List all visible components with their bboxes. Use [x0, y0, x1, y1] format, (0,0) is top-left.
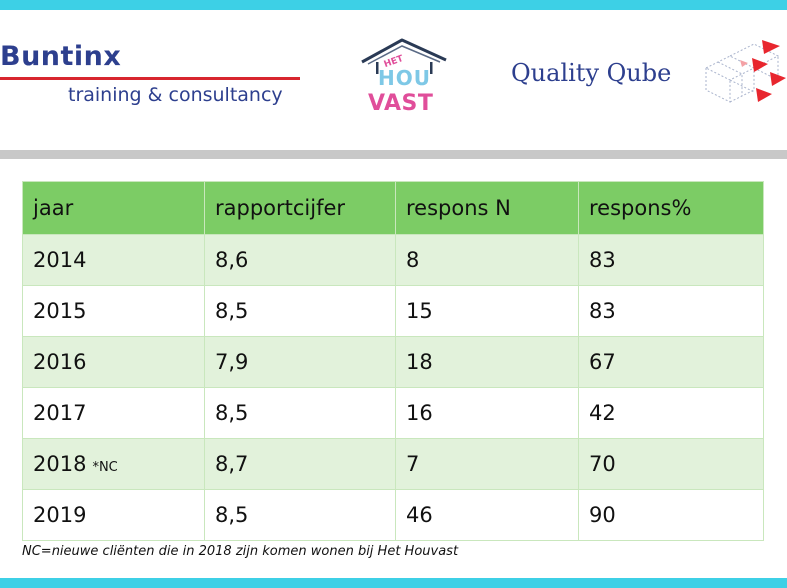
- header-rapportcijfer: rapportcijfer: [204, 181, 396, 235]
- houvast-logo-hou: HOU: [378, 66, 431, 90]
- cell-respons-pct: 42: [578, 387, 764, 439]
- nc-footnote-mark: *NC: [92, 460, 118, 475]
- header-respons-pct: respons%: [578, 181, 764, 235]
- cell-respons-n: 8: [395, 234, 579, 286]
- table-row: 2019 8,5 46 90: [22, 489, 764, 541]
- cell-jaar-value: 2014: [33, 248, 87, 272]
- cell-jaar: 2014: [22, 234, 205, 286]
- cell-respons-pct: 90: [578, 489, 764, 541]
- cell-rapportcijfer: 8,5: [204, 387, 396, 439]
- cell-rapportcijfer: 8,6: [204, 234, 396, 286]
- cell-jaar: 2015: [22, 285, 205, 337]
- quality-qube-logo-name: Quality Qube: [511, 59, 672, 87]
- cell-respons-pct: 67: [578, 336, 764, 388]
- houvast-roof-icon: [361, 38, 447, 74]
- header-jaar: jaar: [22, 181, 205, 235]
- buntinx-logo-underline: [0, 77, 300, 80]
- table-row: 2014 8,6 8 83: [22, 234, 764, 286]
- cell-respons-pct: 83: [578, 285, 764, 337]
- cell-respons-n: 46: [395, 489, 579, 541]
- top-accent-band: [0, 0, 787, 10]
- cell-jaar-value: 2016: [33, 350, 87, 374]
- gray-divider-band: [0, 150, 787, 159]
- quality-qube-cube-icon: [704, 40, 786, 103]
- buntinx-logo-name: Buntinx: [0, 41, 122, 72]
- table-row: 2017 8,5 16 42: [22, 387, 764, 439]
- cell-respons-n: 18: [395, 336, 579, 388]
- table-header-row: jaar rapportcijfer respons N respons%: [22, 181, 764, 235]
- cell-rapportcijfer: 8,5: [204, 489, 396, 541]
- table-row: 2016 7,9 18 67: [22, 336, 764, 388]
- bottom-accent-band: [0, 578, 787, 588]
- cell-jaar: 2016: [22, 336, 205, 388]
- cell-rapportcijfer: 7,9: [204, 336, 396, 388]
- cell-respons-pct: 83: [578, 234, 764, 286]
- cell-respons-n: 15: [395, 285, 579, 337]
- houvast-logo-vast: VAST: [368, 91, 434, 116]
- cell-jaar: 2017: [22, 387, 205, 439]
- header-respons-n: respons N: [395, 181, 579, 235]
- cell-respons-n: 16: [395, 387, 579, 439]
- cell-rapportcijfer: 8,5: [204, 285, 396, 337]
- cell-rapportcijfer: 8,7: [204, 438, 396, 490]
- cell-jaar-value: 2019: [33, 503, 87, 527]
- buntinx-logo-tagline: training & consultancy: [68, 84, 283, 106]
- table-row: 2018 *NC 8,7 7 70: [22, 438, 764, 490]
- cell-jaar: 2019: [22, 489, 205, 541]
- cell-jaar: 2018 *NC: [22, 438, 205, 490]
- survey-results-table: jaar rapportcijfer respons N respons% 20…: [22, 181, 764, 541]
- cell-respons-n: 7: [395, 438, 579, 490]
- cell-jaar-value: 2015: [33, 299, 87, 323]
- table-row: 2015 8,5 15 83: [22, 285, 764, 337]
- table-footnote: NC=nieuwe cliënten die in 2018 zijn kome…: [22, 544, 459, 559]
- cell-jaar-value: 2017: [33, 401, 87, 425]
- cell-jaar-value: 2018: [33, 452, 87, 476]
- cell-respons-pct: 70: [578, 438, 764, 490]
